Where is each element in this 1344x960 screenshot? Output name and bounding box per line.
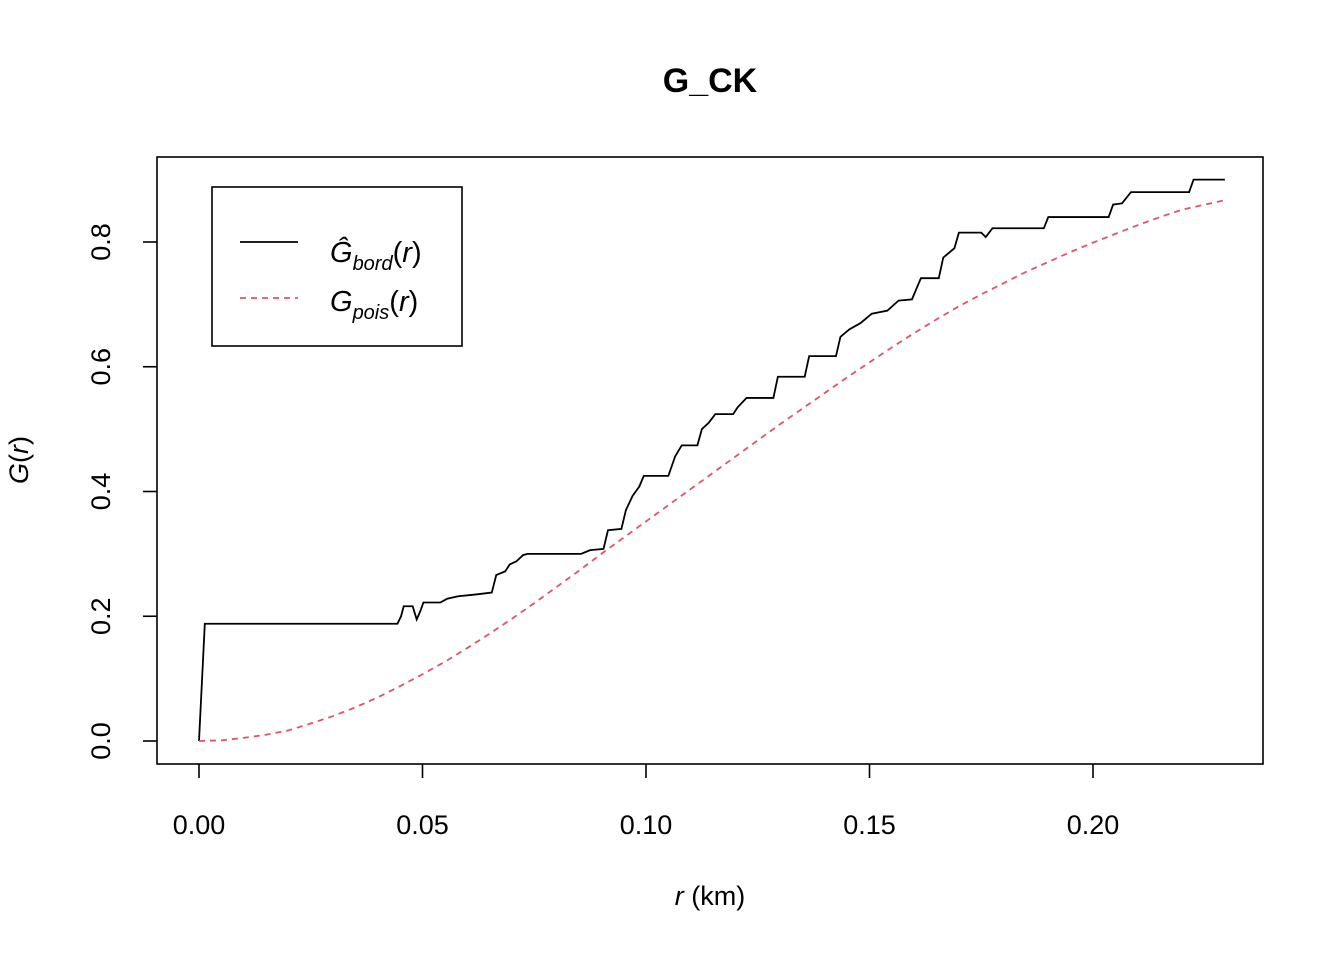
legend: Ĝbord(r) Gpois(r) <box>211 186 463 347</box>
legend-label-gpois-main: G <box>330 286 353 318</box>
chart-title: G_CK <box>663 62 758 100</box>
legend-label-gbord: Ĝbord(r) <box>330 235 422 275</box>
y-tick-label: 0.0 <box>86 722 116 760</box>
y-axis-label-open-paren: ( <box>4 454 34 463</box>
y-tick-label: 0.2 <box>86 597 116 635</box>
series-line-gbord <box>198 178 1225 742</box>
legend-label-gbord-paren-close: ) <box>412 237 422 269</box>
y-tick-label: 0.4 <box>86 473 116 511</box>
y-axis-label: G(r) <box>4 436 34 484</box>
x-axis-label-unit: (km) <box>684 881 745 911</box>
x-axis-label-var: r <box>675 881 685 911</box>
legend-label-gpois-sub: pois <box>352 302 390 324</box>
legend-label-gbord-main: Ĝ <box>330 235 353 269</box>
x-tick-label: 0.05 <box>396 810 449 840</box>
x-tick-label: 0.10 <box>620 810 673 840</box>
x-tick-label: 0.15 <box>843 810 896 840</box>
y-axis-label-var: r <box>4 444 34 454</box>
x-ticks: 0.00 0.05 0.10 0.15 0.20 <box>173 764 1120 840</box>
plot-frame <box>156 156 1264 765</box>
legend-label-gbord-sub: bord <box>353 253 394 275</box>
legend-box <box>211 186 463 347</box>
y-axis-label-fn: G <box>4 463 34 484</box>
legend-label-gpois-var: r <box>399 286 410 318</box>
x-tick-label: 0.20 <box>1067 810 1120 840</box>
x-tick-label: 0.00 <box>173 810 226 840</box>
x-axis-label: r (km) <box>675 881 745 911</box>
y-tick-label: 0.8 <box>86 223 116 261</box>
y-tick-label: 0.6 <box>86 348 116 386</box>
series-layer <box>198 178 1226 742</box>
series-line-gpois <box>198 199 1226 742</box>
legend-label-gbord-var: r <box>402 237 413 269</box>
y-axis-label-close-paren: ) <box>4 436 34 445</box>
legend-label-gpois-paren-open: ( <box>389 286 399 318</box>
legend-label-gpois-paren-close: ) <box>409 286 419 318</box>
legend-label-gbord-paren-open: ( <box>393 237 403 269</box>
y-ticks: 0.0 0.2 0.4 0.6 0.8 <box>86 223 157 760</box>
legend-label-gpois: Gpois(r) <box>330 286 418 324</box>
